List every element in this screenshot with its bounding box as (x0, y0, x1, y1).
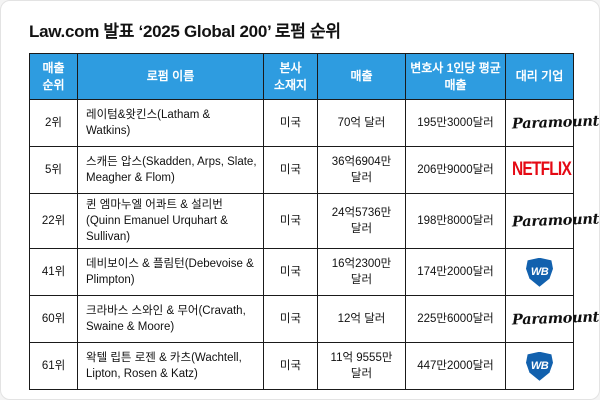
revenue-cell: 70억 달러 (317, 99, 406, 147)
client-cell: Paramount (505, 192, 599, 250)
rank-cell: 61위 (29, 342, 78, 391)
rank-cell: 5위 (29, 146, 78, 194)
per-lawyer-revenue-cell: 206만9000달러 (405, 146, 506, 194)
client-cell: WB (505, 342, 574, 391)
per-lawyer-revenue-cell: 198만8000달러 (405, 192, 506, 250)
firm-name-cell: 레이텀&왓킨스(Latham & Watkins) (77, 99, 264, 147)
rank-cell: 60위 (29, 295, 78, 344)
hq-cell: 미국 (263, 342, 318, 391)
firm-name-cell: 스캐든 압스(Skadden, Arps, Slate, Meagher & F… (77, 146, 264, 194)
firm-name-cell: 데비보이스 & 플림턴(Debevoise & Plimpton) (77, 248, 264, 297)
rank-cell: 22위 (29, 192, 78, 250)
col-header-rank: 매출 순위 (29, 53, 78, 100)
revenue-cell: 12억 달러 (317, 295, 406, 344)
client-cell: Paramount (505, 295, 599, 344)
hq-cell: 미국 (263, 146, 318, 194)
col-header-client: 대리 기업 (505, 53, 574, 100)
revenue-cell: 36억6904만 달러 (317, 146, 406, 194)
per-lawyer-revenue-cell: 225만6000달러 (405, 295, 506, 344)
hq-cell: 미국 (263, 99, 318, 147)
paramount-logo: Paramount (511, 112, 600, 133)
client-cell: WB (505, 248, 574, 297)
rank-cell: 41위 (29, 248, 78, 297)
hq-cell: 미국 (263, 295, 318, 344)
warner-bros-logo: WB (526, 351, 553, 381)
hq-cell: 미국 (263, 248, 318, 297)
header-row: 매출 순위 로펌 이름 본사 소재지 매출 변호사 1인당 평균 매출 대리 기… (29, 53, 574, 100)
per-lawyer-revenue-cell: 174만2000달러 (405, 248, 506, 297)
col-header-hq: 본사 소재지 (263, 53, 318, 100)
col-header-revenue: 매출 (317, 53, 406, 100)
table-row: 22위 퀸 엠마누엘 어콰트 & 설리번(Quinn Emanuel Urquh… (29, 192, 599, 250)
warner-bros-logo: WB (526, 257, 553, 287)
col-header-firm-name: 로펌 이름 (77, 53, 264, 100)
revenue-cell: 24억5736만 달러 (317, 192, 406, 250)
paramount-logo: Paramount (511, 210, 600, 231)
col-header-per-lawyer-revenue: 변호사 1인당 평균 매출 (405, 53, 506, 100)
rank-cell: 2위 (29, 99, 78, 147)
table-row: 5위 스캐든 압스(Skadden, Arps, Slate, Meagher … (29, 146, 574, 194)
hq-cell: 미국 (263, 192, 318, 250)
paramount-logo: Paramount (511, 308, 600, 329)
page-title: Law.com 발표 ‘2025 Global 200’ 로펌 순위 (29, 22, 341, 41)
revenue-cell: 16억2300만 달러 (317, 248, 406, 297)
table-row: 60위 크라바스 스와인 & 무어(Cravath, Swaine & Moor… (29, 295, 599, 344)
client-cell: Paramount (505, 99, 599, 147)
table-row: 61위 왁텔 립튼 로젠 & 카츠(Wachtell, Lipton, Rose… (29, 342, 574, 391)
table-row: 41위 데비보이스 & 플림턴(Debevoise & Plimpton) 미국… (29, 248, 574, 297)
law-firm-ranking-table: 매출 순위 로펌 이름 본사 소재지 매출 변호사 1인당 평균 매출 대리 기… (29, 53, 599, 391)
client-cell: NETFLIX (505, 146, 574, 194)
firm-name-cell: 크라바스 스와인 & 무어(Cravath, Swaine & Moore) (77, 295, 264, 344)
per-lawyer-revenue-cell: 195만3000달러 (405, 99, 506, 147)
netflix-logo: NETFLIX (512, 158, 572, 181)
firm-name-cell: 왁텔 립튼 로젠 & 카츠(Wachtell, Lipton, Rosen & … (77, 342, 264, 391)
per-lawyer-revenue-cell: 447만2000달러 (405, 342, 506, 391)
table-row: 2위 레이텀&왓킨스(Latham & Watkins) 미국 70억 달러 1… (29, 99, 599, 147)
revenue-cell: 11억 9555만 달러 (317, 342, 406, 391)
firm-name-cell: 퀸 엠마누엘 어콰트 & 설리번(Quinn Emanuel Urquhart … (77, 192, 264, 250)
